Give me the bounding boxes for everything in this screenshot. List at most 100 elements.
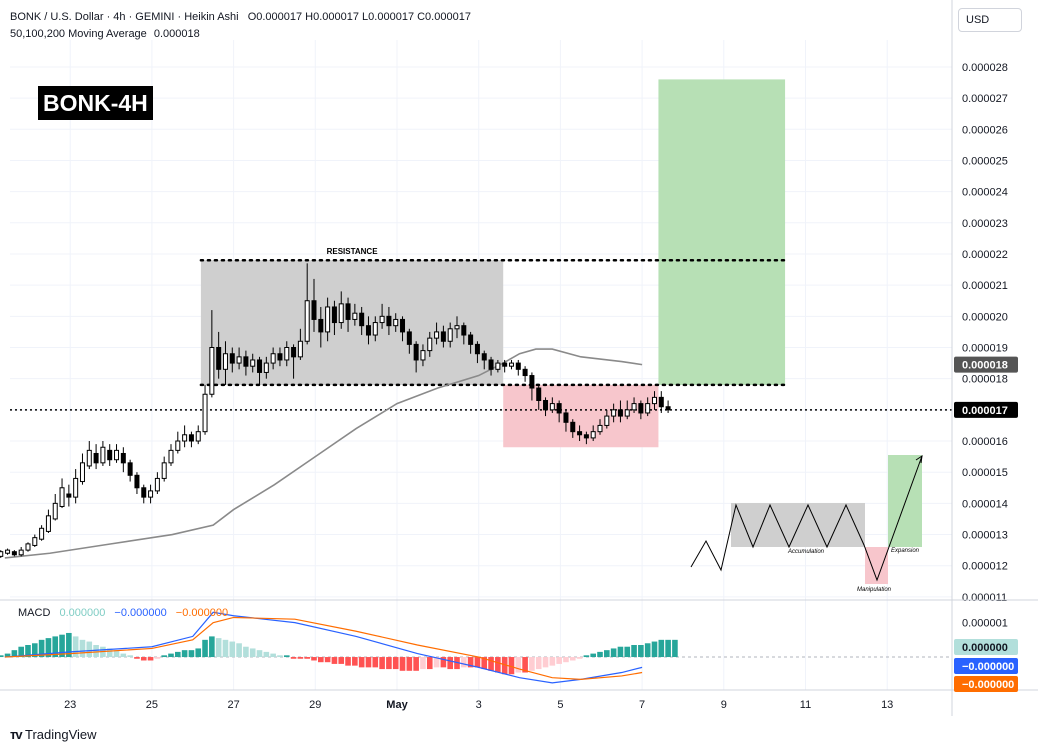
price-tick-label: 0.000013	[962, 530, 1008, 542]
time-tick-label: 11	[800, 699, 811, 711]
candle-body	[243, 356, 249, 367]
macd-hist-bar	[181, 650, 188, 658]
symbol-title[interactable]: BONK / U.S. Dollar · 4h · GEMINI · Heiki…	[10, 11, 239, 23]
macd-hist-bar	[365, 657, 372, 668]
macd-line	[4, 611, 643, 684]
macd-hist-bar	[290, 657, 297, 659]
candle-body	[461, 325, 467, 336]
candle-body	[338, 303, 344, 324]
time-tick-label: 9	[721, 699, 727, 711]
candle-body	[413, 343, 419, 361]
macd-hist-bar	[345, 657, 351, 666]
macd-line-badge-text: −0.000000	[962, 661, 1014, 673]
candle-body	[168, 449, 174, 464]
candle-body	[311, 300, 317, 320]
macd-hist-bar	[665, 639, 671, 658]
price-tick-label: 0.000018	[962, 374, 1008, 386]
macd-hist-bar	[508, 657, 515, 675]
macd-label[interactable]: MACD	[18, 607, 51, 619]
macd-hist-bar	[263, 651, 270, 658]
macd-hist-bar	[236, 643, 242, 658]
candle-body	[645, 403, 651, 414]
macd-hist-bar	[202, 639, 208, 658]
candle-body	[611, 409, 617, 417]
macd-hist-bar	[556, 657, 562, 664]
candle-body	[365, 325, 371, 336]
macd-hist-bar	[576, 657, 583, 659]
candle-body	[93, 452, 99, 464]
tradingview-logo[interactable]: ᴛᴠ TradingView	[10, 727, 97, 742]
macd-hist-bar	[604, 650, 610, 658]
macd-hist-bar	[0, 655, 4, 658]
macd-legend: MACD 0.000000 −0.000000 −0.000000	[18, 607, 228, 619]
candle-body	[658, 396, 664, 408]
candle-body	[148, 490, 154, 498]
time-tick-label: 5	[557, 699, 563, 711]
macd-hist-bar	[338, 657, 345, 664]
candle-body	[427, 337, 433, 352]
macd-hist-bar	[386, 657, 392, 670]
macd-hist-bar	[535, 657, 542, 670]
candle-body	[270, 353, 276, 364]
candle-body	[127, 462, 133, 476]
candle-body	[617, 409, 623, 417]
price-tick-label: 0.000016	[962, 436, 1008, 448]
macd-hist-badge-text: 0.000000	[962, 642, 1008, 654]
macd-hist-bar	[120, 653, 127, 658]
candle-body	[440, 331, 446, 342]
candle-body	[420, 350, 426, 361]
macd-hist-bar	[127, 655, 133, 658]
macd-signal-line	[4, 616, 643, 681]
macd-hist-bar	[324, 657, 331, 663]
macd-hist-bar	[426, 657, 433, 670]
candle-body	[73, 477, 79, 498]
macd-hist-bar	[522, 657, 528, 673]
candle-body	[549, 403, 555, 411]
candle-body	[536, 387, 542, 401]
candle-body	[631, 403, 637, 411]
macd-hist-bar	[161, 655, 167, 658]
macd-hist-bar	[229, 641, 236, 658]
price-tick-label: 0.000014	[962, 498, 1008, 510]
macd-hist-bar	[461, 657, 467, 668]
macd-hist-bar	[542, 657, 549, 668]
candle-body	[0, 551, 4, 557]
time-tick-label: 27	[227, 699, 239, 711]
tradingview-brand: TradingView	[25, 727, 97, 742]
macd-hist-bar	[672, 639, 678, 658]
macd-hist-bar	[32, 643, 38, 658]
candle-body	[154, 477, 160, 492]
macd-hist-bar	[249, 648, 256, 658]
candle-body	[257, 359, 263, 373]
resistance-label: RESISTANCE	[327, 247, 379, 256]
candle-body	[454, 325, 460, 330]
candle-body	[277, 353, 283, 361]
candle-body	[604, 415, 610, 426]
price-tick-label: 0.000015	[962, 467, 1008, 479]
macd-hist-bar	[474, 657, 481, 668]
candle-body	[195, 431, 201, 442]
time-tick-label: 7	[639, 699, 645, 711]
macd-hist-bar	[399, 657, 406, 671]
candle-body	[372, 322, 378, 336]
macd-hist-bar	[331, 657, 338, 664]
currency-button[interactable]: USD	[958, 8, 1022, 32]
candle-body	[120, 452, 126, 464]
candle-body	[134, 474, 140, 489]
ma-label[interactable]: 50,100,200 Moving Average	[10, 28, 147, 40]
macd-hist-bar	[515, 657, 522, 673]
macd-hist-bar	[318, 657, 324, 663]
chart-badge: BONK-4H	[38, 86, 153, 120]
candle-body	[434, 331, 440, 339]
macd-hist-bar	[413, 657, 419, 671]
candle-body	[18, 549, 24, 556]
candle-body	[5, 549, 11, 554]
candle-body	[318, 318, 324, 333]
candle-body	[45, 515, 51, 532]
candle-body	[488, 359, 494, 370]
price-tick-label: 0.000022	[962, 249, 1008, 261]
candle-body	[107, 449, 113, 461]
candle-body	[209, 346, 215, 395]
candle-body	[39, 527, 45, 540]
